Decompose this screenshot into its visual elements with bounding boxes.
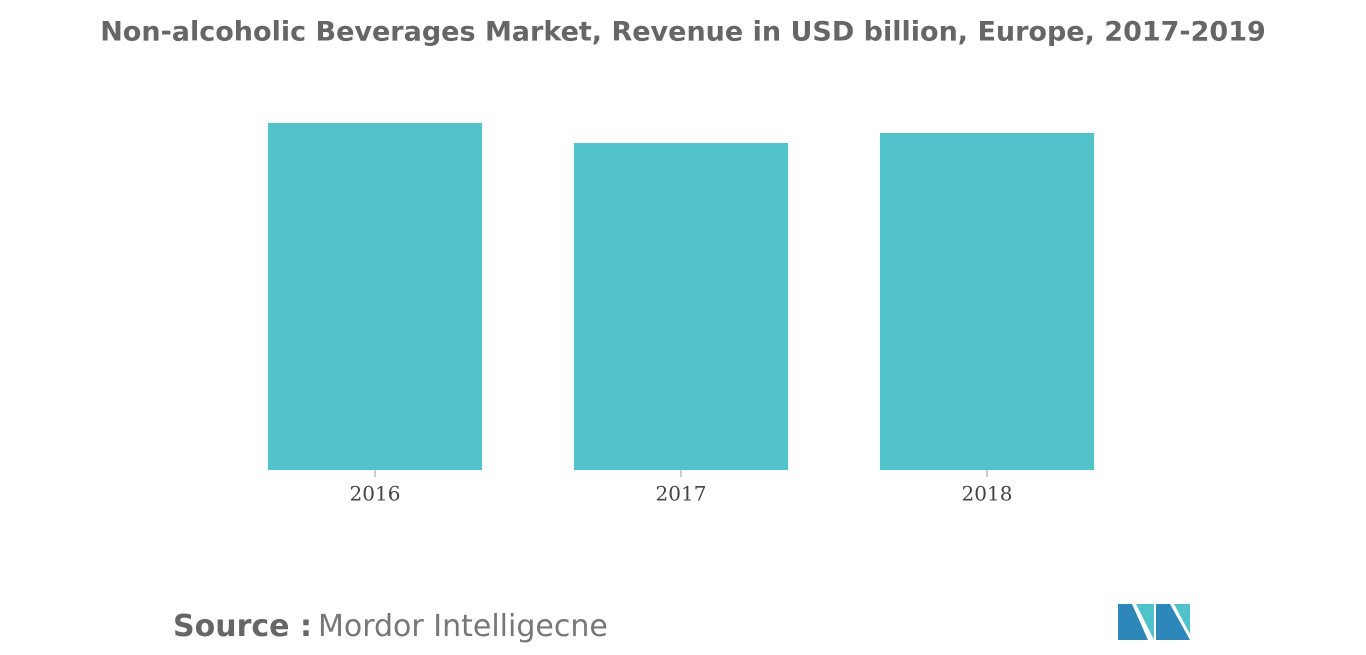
x-tick-label: 2017 — [656, 482, 707, 506]
logo-part — [1118, 604, 1148, 640]
logo — [1118, 604, 1190, 640]
logo-part — [1136, 604, 1154, 640]
source-label: Source : — [173, 609, 312, 644]
x-tick-label: 2016 — [350, 482, 401, 506]
logo-part — [1174, 604, 1190, 634]
bar — [267, 123, 483, 470]
x-tick-label: 2018 — [962, 482, 1013, 506]
bar — [879, 133, 1095, 470]
logo-part — [1156, 604, 1190, 640]
source: Source : Mordor Intelligecne — [173, 609, 608, 644]
chart-title: Non-alcoholic Beverages Market, Revenue … — [100, 17, 1266, 48]
bar — [573, 143, 789, 470]
source-text: Mordor Intelligecne — [318, 609, 608, 644]
